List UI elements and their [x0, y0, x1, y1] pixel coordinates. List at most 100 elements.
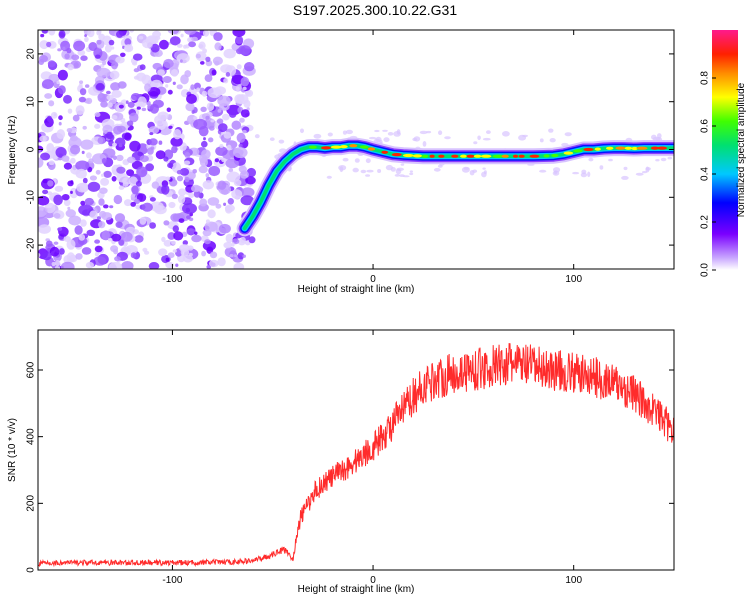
noise-blob: [103, 170, 112, 178]
noise-blob: [216, 118, 224, 124]
noise-blob: [207, 197, 220, 206]
noise-blob: [100, 173, 105, 177]
noise-blob: [204, 239, 211, 245]
noise-blob: [313, 133, 322, 139]
noise-blob: [70, 180, 74, 185]
noise-blob: [215, 203, 222, 209]
noise-blob: [149, 222, 157, 229]
noise-blob: [385, 164, 393, 171]
noise-blob: [177, 194, 186, 204]
noise-blob: [116, 172, 128, 183]
noise-blob: [38, 224, 51, 234]
noise-blob: [168, 125, 173, 129]
noise-blob: [128, 176, 138, 187]
noise-blob: [221, 158, 227, 163]
noise-blob: [67, 108, 73, 114]
noise-blob: [159, 39, 169, 50]
noise-blob: [473, 141, 478, 145]
noise-blob: [199, 157, 208, 167]
noise-blob: [78, 96, 86, 103]
ridge-hotspot: [594, 147, 601, 151]
noise-blob: [48, 100, 55, 107]
ridge-hotspot: [551, 153, 559, 158]
noise-blob: [482, 167, 486, 170]
noise-blob: [229, 254, 234, 258]
noise-blob: [486, 130, 491, 135]
noise-blob: [152, 99, 164, 108]
noise-blob: [240, 109, 250, 118]
noise-blob: [176, 170, 183, 175]
noise-blob: [50, 111, 58, 119]
noise-blob: [539, 169, 547, 173]
noise-blob: [231, 120, 242, 130]
noise-blob: [395, 168, 402, 175]
noise-blob: [223, 78, 229, 84]
ridge-hotspot: [429, 154, 435, 158]
noise-blob: [158, 140, 163, 145]
x-tick-label: 0: [370, 274, 376, 285]
noise-blob: [149, 197, 156, 202]
noise-blob: [129, 140, 141, 152]
noise-blob: [183, 160, 191, 166]
noise-blob: [134, 235, 144, 243]
figure-title: S197.2025.300.10.22.G31: [293, 2, 457, 18]
noise-blob: [149, 132, 154, 136]
noise-blob: [125, 100, 129, 104]
ridge-hotspot: [421, 154, 429, 158]
noise-blob: [67, 63, 74, 71]
noise-blob: [477, 135, 481, 141]
noise-blob: [234, 254, 237, 258]
noise-blob: [233, 147, 248, 159]
spectrogram-y-ticks: -20 -10 0 10 20: [26, 48, 674, 252]
noise-blob: [172, 225, 179, 233]
noise-blob: [114, 137, 126, 148]
noise-blob: [373, 138, 381, 143]
noise-blob: [38, 195, 50, 206]
noise-blob: [94, 112, 101, 118]
noise-blob: [202, 48, 208, 54]
noise-blob: [242, 254, 246, 258]
noise-blob: [85, 261, 94, 269]
noise-blob: [645, 167, 651, 171]
noise-blob: [78, 83, 83, 88]
noise-blob: [66, 47, 72, 54]
noise-blob: [180, 59, 183, 63]
noise-blob: [191, 36, 198, 42]
noise-blob: [103, 204, 109, 209]
noise-blob: [107, 238, 113, 242]
noise-blob: [186, 93, 197, 104]
x-tick-label: -100: [162, 274, 182, 285]
noise-blob: [58, 85, 66, 95]
noise-blob: [228, 168, 234, 173]
snr-x-ticks: -100 0 100: [162, 330, 582, 586]
y-tick-label: 200: [26, 495, 37, 512]
noise-blob: [242, 129, 247, 134]
noise-blob: [126, 169, 135, 177]
noise-blob: [148, 138, 158, 146]
noise-blob: [73, 62, 79, 68]
noise-blob: [63, 255, 72, 264]
noise-blob: [225, 158, 239, 169]
noise-blob: [85, 84, 90, 88]
noise-blob: [82, 125, 87, 130]
noise-blob: [118, 104, 124, 109]
noise-blob: [599, 165, 604, 170]
noise-blob: [61, 155, 70, 162]
noise-blob: [225, 205, 233, 214]
ridge-hotspot: [473, 154, 482, 158]
colorbar-tick-label: 0.6: [700, 119, 711, 133]
noise-blob: [116, 166, 126, 174]
noise-blob: [236, 64, 242, 70]
noise-blob: [70, 190, 73, 194]
noise-blob: [180, 33, 184, 38]
snr-y-label: SNR (10 * v/v): [7, 418, 18, 482]
noise-blob: [54, 185, 64, 192]
noise-blob: [184, 70, 191, 78]
noise-blob: [94, 251, 99, 257]
noise-blob: [179, 168, 190, 176]
noise-blob: [41, 252, 52, 261]
ridge-hotspot: [381, 150, 389, 154]
x-tick-label: 100: [565, 575, 582, 586]
noise-blob: [208, 125, 215, 131]
noise-blob: [352, 167, 359, 173]
